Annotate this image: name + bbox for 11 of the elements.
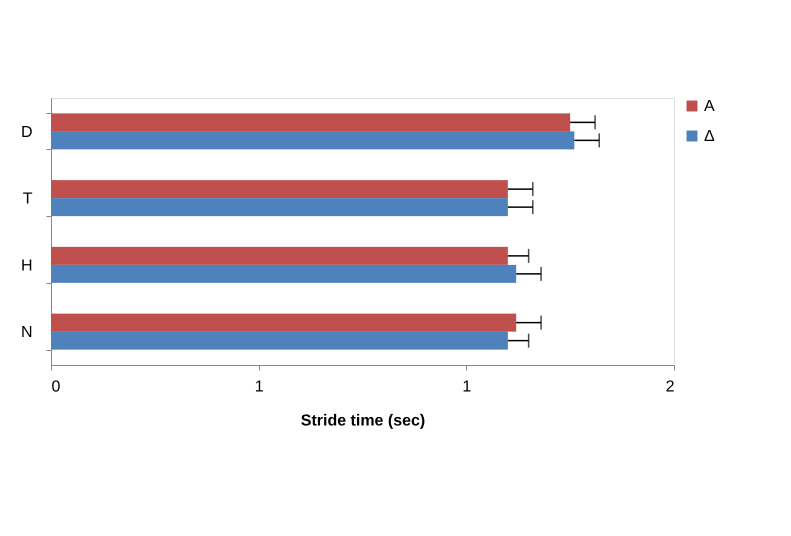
y-tick-label: D: [20, 124, 32, 141]
x-tick-label: 0: [52, 378, 60, 396]
legend-label: Δ: [704, 128, 715, 145]
y-tick-label: H: [20, 257, 32, 274]
x-axis-title: Stride time (sec): [300, 412, 426, 430]
y-tick-label: N: [20, 324, 32, 342]
y-tick-label: T: [22, 190, 33, 208]
x-tick-label: 1: [462, 378, 472, 396]
x-tick-label: 1: [254, 378, 264, 396]
x-tick-label: 2: [666, 378, 675, 396]
legend-label: A: [704, 98, 715, 115]
